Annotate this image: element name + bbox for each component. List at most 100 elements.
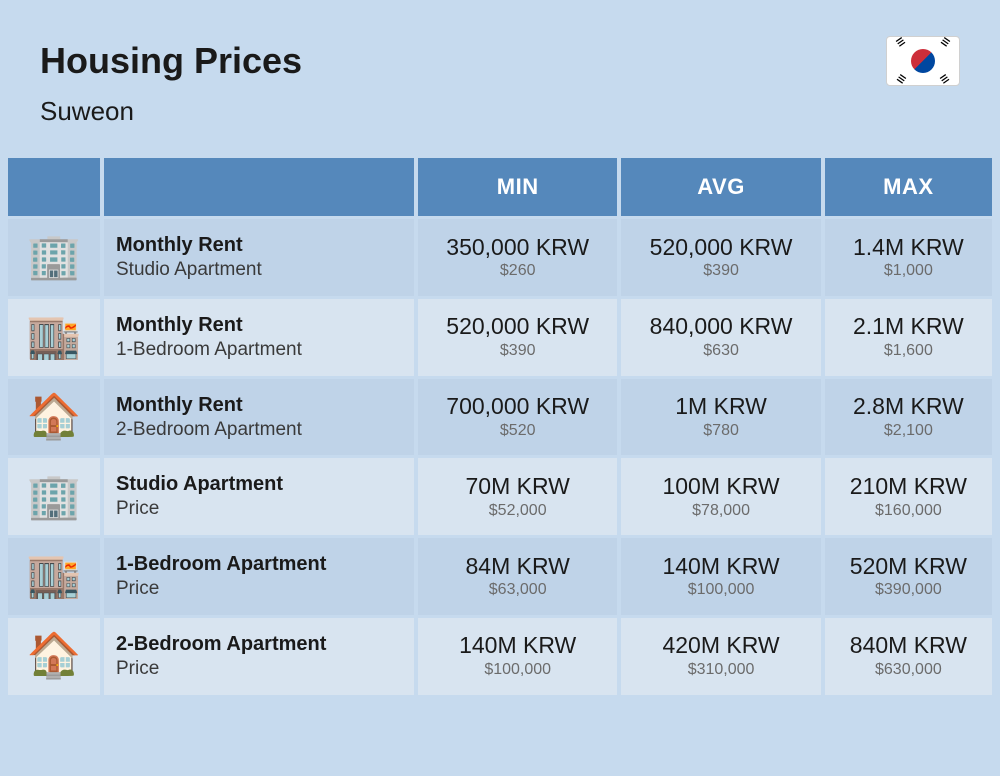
- page-title: Housing Prices: [40, 40, 960, 82]
- row-max-cell: 210M KRW$160,000: [825, 458, 992, 535]
- page-subtitle: Suweon: [40, 96, 960, 127]
- row-label-cell: Monthly RentStudio Apartment: [104, 219, 414, 296]
- price-krw: 210M KRW: [833, 472, 984, 501]
- row-label-title: Monthly Rent: [116, 233, 402, 258]
- table-header-blank-label: [104, 158, 414, 216]
- price-usd: $390,000: [833, 580, 984, 601]
- price-usd: $52,000: [426, 501, 609, 522]
- row-label-title: Monthly Rent: [116, 393, 402, 418]
- price-krw: 2.8M KRW: [833, 392, 984, 421]
- housing-table: MIN AVG MAX 🏢Monthly RentStudio Apartmen…: [0, 155, 1000, 698]
- row-avg-cell: 520,000 KRW$390: [621, 219, 820, 296]
- table-row: 🏠Monthly Rent2-Bedroom Apartment700,000 …: [8, 379, 992, 456]
- price-usd: $2,100: [833, 421, 984, 442]
- studio-icon: 🏢: [27, 475, 82, 519]
- price-krw: 700,000 KRW: [426, 392, 609, 421]
- row-icon-cell: 🏠: [8, 618, 100, 695]
- price-usd: $630,000: [833, 660, 984, 681]
- row-label-title: 1-Bedroom Apartment: [116, 552, 402, 577]
- price-usd: $1,000: [833, 261, 984, 282]
- studio-icon: 🏢: [27, 235, 82, 279]
- table-row: 🏬Monthly Rent1-Bedroom Apartment520,000 …: [8, 299, 992, 376]
- price-krw: 350,000 KRW: [426, 233, 609, 262]
- header: Housing Prices Suweon ☰ ☰ ☰ ☰: [0, 0, 1000, 155]
- row-label-cell: 2-Bedroom ApartmentPrice: [104, 618, 414, 695]
- row-label-subtitle: Studio Apartment: [116, 258, 402, 282]
- row-label-subtitle: Price: [116, 497, 402, 521]
- table-header-max: MAX: [825, 158, 992, 216]
- price-krw: 140M KRW: [629, 552, 812, 581]
- price-usd: $1,600: [833, 341, 984, 362]
- price-usd: $310,000: [629, 660, 812, 681]
- onebed-icon: 🏬: [27, 315, 82, 359]
- row-icon-cell: 🏬: [8, 299, 100, 376]
- price-usd: $630: [629, 341, 812, 362]
- onebed-icon: 🏬: [27, 554, 82, 598]
- table-header-blank-icon: [8, 158, 100, 216]
- price-usd: $780: [629, 421, 812, 442]
- twobed-icon: 🏠: [27, 395, 82, 439]
- price-usd: $520: [426, 421, 609, 442]
- row-min-cell: 70M KRW$52,000: [418, 458, 617, 535]
- table-header-row: MIN AVG MAX: [8, 158, 992, 216]
- row-min-cell: 84M KRW$63,000: [418, 538, 617, 615]
- row-icon-cell: 🏠: [8, 379, 100, 456]
- price-usd: $63,000: [426, 580, 609, 601]
- price-krw: 140M KRW: [426, 631, 609, 660]
- row-avg-cell: 420M KRW$310,000: [621, 618, 820, 695]
- row-min-cell: 140M KRW$100,000: [418, 618, 617, 695]
- price-krw: 420M KRW: [629, 631, 812, 660]
- row-label-title: 2-Bedroom Apartment: [116, 632, 402, 657]
- row-avg-cell: 1M KRW$780: [621, 379, 820, 456]
- row-max-cell: 2.1M KRW$1,600: [825, 299, 992, 376]
- row-label-title: Studio Apartment: [116, 472, 402, 497]
- price-usd: $390: [629, 261, 812, 282]
- table-header-avg: AVG: [621, 158, 820, 216]
- price-krw: 520,000 KRW: [629, 233, 812, 262]
- price-krw: 520M KRW: [833, 552, 984, 581]
- row-label-cell: Monthly Rent1-Bedroom Apartment: [104, 299, 414, 376]
- table-row: 🏬1-Bedroom ApartmentPrice84M KRW$63,0001…: [8, 538, 992, 615]
- row-label-cell: Monthly Rent2-Bedroom Apartment: [104, 379, 414, 456]
- price-krw: 84M KRW: [426, 552, 609, 581]
- price-usd: $260: [426, 261, 609, 282]
- row-icon-cell: 🏢: [8, 219, 100, 296]
- row-max-cell: 2.8M KRW$2,100: [825, 379, 992, 456]
- price-usd: $78,000: [629, 501, 812, 522]
- table-header-min: MIN: [418, 158, 617, 216]
- price-usd: $160,000: [833, 501, 984, 522]
- price-krw: 840M KRW: [833, 631, 984, 660]
- table-row: 🏢Studio ApartmentPrice70M KRW$52,000100M…: [8, 458, 992, 535]
- row-label-cell: 1-Bedroom ApartmentPrice: [104, 538, 414, 615]
- table-row: 🏠2-Bedroom ApartmentPrice140M KRW$100,00…: [8, 618, 992, 695]
- twobed-icon: 🏠: [27, 634, 82, 678]
- row-label-subtitle: 2-Bedroom Apartment: [116, 418, 402, 442]
- price-krw: 520,000 KRW: [426, 312, 609, 341]
- price-usd: $100,000: [629, 580, 812, 601]
- row-max-cell: 520M KRW$390,000: [825, 538, 992, 615]
- price-krw: 840,000 KRW: [629, 312, 812, 341]
- price-krw: 70M KRW: [426, 472, 609, 501]
- price-usd: $390: [426, 341, 609, 362]
- row-icon-cell: 🏬: [8, 538, 100, 615]
- row-max-cell: 1.4M KRW$1,000: [825, 219, 992, 296]
- row-avg-cell: 840,000 KRW$630: [621, 299, 820, 376]
- row-label-title: Monthly Rent: [116, 313, 402, 338]
- row-avg-cell: 140M KRW$100,000: [621, 538, 820, 615]
- row-label-subtitle: Price: [116, 577, 402, 601]
- country-flag: ☰ ☰ ☰ ☰: [886, 36, 960, 86]
- price-krw: 1.4M KRW: [833, 233, 984, 262]
- row-min-cell: 350,000 KRW$260: [418, 219, 617, 296]
- row-label-subtitle: 1-Bedroom Apartment: [116, 338, 402, 362]
- row-max-cell: 840M KRW$630,000: [825, 618, 992, 695]
- row-icon-cell: 🏢: [8, 458, 100, 535]
- row-min-cell: 700,000 KRW$520: [418, 379, 617, 456]
- row-label-subtitle: Price: [116, 657, 402, 681]
- row-avg-cell: 100M KRW$78,000: [621, 458, 820, 535]
- price-krw: 2.1M KRW: [833, 312, 984, 341]
- row-label-cell: Studio ApartmentPrice: [104, 458, 414, 535]
- row-min-cell: 520,000 KRW$390: [418, 299, 617, 376]
- price-usd: $100,000: [426, 660, 609, 681]
- price-krw: 100M KRW: [629, 472, 812, 501]
- table-row: 🏢Monthly RentStudio Apartment350,000 KRW…: [8, 219, 992, 296]
